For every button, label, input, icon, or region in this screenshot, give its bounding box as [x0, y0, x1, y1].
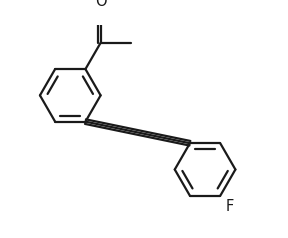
Text: O: O	[95, 0, 107, 9]
Text: F: F	[225, 199, 234, 214]
